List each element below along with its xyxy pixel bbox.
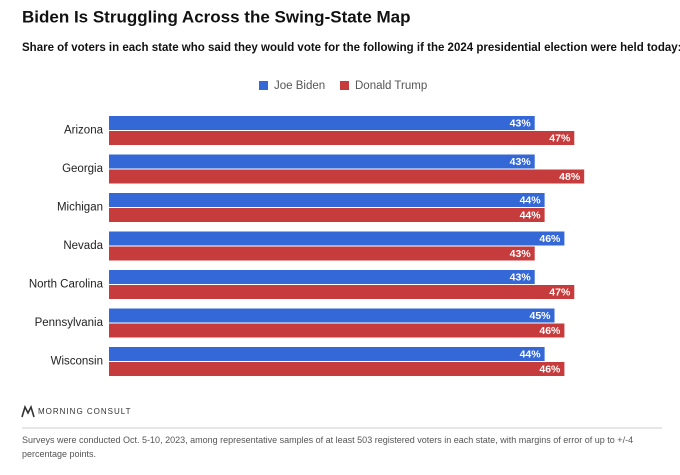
bar (109, 116, 535, 130)
logo-icon (21, 404, 35, 418)
chart-title: Biden Is Struggling Across the Swing-Sta… (22, 7, 411, 26)
value-label: 43% (510, 271, 532, 283)
bar (109, 285, 575, 299)
value-label: 43% (510, 248, 532, 260)
legend-swatch (340, 81, 349, 90)
bar (109, 154, 535, 169)
value-label: 46% (539, 325, 561, 337)
bar (109, 208, 545, 222)
value-label: 47% (549, 132, 571, 144)
bar (109, 169, 585, 184)
legend-swatch (259, 81, 268, 90)
category-label: North Carolina (29, 279, 104, 291)
value-label: 43% (510, 156, 532, 168)
category-label: Georgia (62, 163, 104, 175)
category-label: Arizona (64, 125, 104, 137)
chart-subtitle: Share of voters in each state who said t… (22, 42, 680, 54)
value-label: 48% (559, 171, 581, 183)
bar (109, 323, 565, 338)
bar (109, 231, 565, 246)
value-label: 44% (520, 209, 542, 221)
category-label: Pennsylvania (35, 317, 104, 329)
category-label: Wisconsin (51, 356, 103, 368)
value-label: 45% (529, 310, 551, 322)
legend-label: Joe Biden (274, 80, 325, 92)
bar (109, 131, 575, 145)
value-label: 44% (520, 348, 542, 360)
value-label: 44% (520, 194, 542, 206)
source: MORNING CONSULT (38, 407, 132, 416)
bar (109, 193, 545, 207)
value-label: 43% (510, 117, 532, 129)
value-label: 46% (539, 363, 561, 375)
footnote: Surveys were conducted Oct. 5-10, 2023, … (22, 435, 634, 459)
value-label: 47% (549, 286, 571, 298)
legend-label: Donald Trump (355, 80, 427, 92)
bar (109, 270, 535, 284)
bar (109, 308, 555, 323)
source-logo: MORNING CONSULT (21, 404, 132, 418)
bar (109, 246, 535, 261)
category-label: Michigan (57, 202, 103, 214)
bar (109, 362, 565, 376)
bar (109, 347, 545, 361)
chart: Biden Is Struggling Across the Swing-Sta… (21, 7, 680, 429)
value-label: 46% (539, 233, 561, 245)
category-label: Nevada (63, 240, 103, 252)
